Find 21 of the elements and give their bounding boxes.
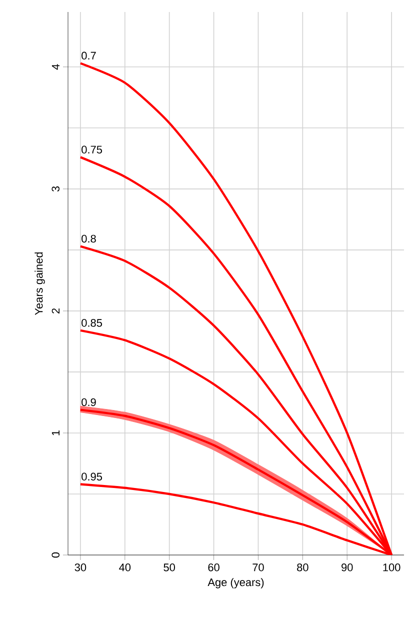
y-tick-label: 0 [52, 552, 60, 558]
series-label: 0.8 [82, 234, 96, 243]
y-tick-label: 1 [52, 430, 60, 436]
x-tick-label: 90 [342, 564, 353, 572]
series-label: 0.7 [82, 52, 96, 60]
x-tick-label: 40 [119, 564, 131, 572]
y-tick-label: 3 [52, 186, 60, 192]
x-axis-title: Age (years) [208, 578, 264, 588]
series-label: 0.9 [82, 398, 96, 406]
y-axis-title: Years gained [34, 252, 45, 316]
x-tick-label: 50 [164, 564, 175, 572]
y-tick-label: 2 [52, 308, 60, 314]
series-label: 0.75 [82, 146, 102, 154]
x-tick-label: 100 [383, 564, 400, 572]
y-tick-label: 4 [52, 64, 60, 70]
x-tick-label: 70 [252, 564, 264, 572]
x-tick-label: 60 [208, 564, 220, 572]
series-label: 0.95 [82, 472, 102, 481]
series-label: 0.85 [82, 319, 102, 327]
x-tick-label: 80 [297, 564, 308, 572]
x-tick-label: 30 [74, 564, 86, 572]
